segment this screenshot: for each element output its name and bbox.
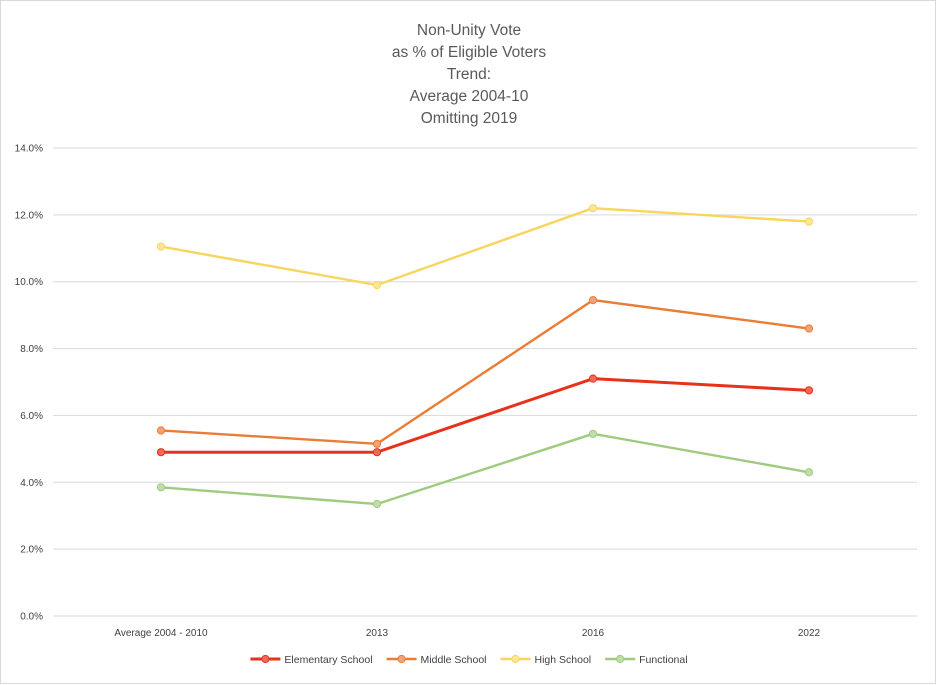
y-tick-label: 12.0% (15, 210, 43, 221)
series-line (159, 206, 811, 287)
data-point (588, 296, 598, 305)
data-point (804, 386, 814, 395)
data-point (804, 468, 814, 477)
series-line (159, 432, 811, 506)
series-high-school (156, 204, 814, 290)
data-point (588, 374, 598, 383)
title-line-3: Trend: (447, 66, 491, 83)
series-functional (156, 429, 814, 509)
x-axis-ticks: Average 2004 - 2010 2013 2016 2022 (114, 628, 820, 639)
legend-item: Middle School (386, 654, 487, 666)
legend-marker (261, 654, 270, 664)
y-tick-label: 14.0% (15, 144, 43, 155)
series-lines (156, 204, 814, 509)
data-point (372, 439, 382, 448)
title-line-2: as % of Eligible Voters (392, 44, 546, 61)
series-line (159, 377, 811, 454)
x-tick-label: Average 2004 - 2010 (114, 628, 208, 639)
legend: Elementary School Middle School High Schoo… (250, 654, 688, 666)
data-point (804, 324, 814, 333)
legend-label: Functional (639, 654, 687, 666)
y-axis-ticks: 0.0% 2.0% 4.0% 6.0% 8.0% 10.0% 12.0% 14.0% (15, 144, 43, 623)
legend-label: High School (535, 654, 592, 666)
gridlines (53, 147, 917, 617)
data-point (372, 499, 382, 509)
legend-marker (397, 654, 406, 664)
data-point (588, 204, 598, 213)
data-point (156, 483, 166, 492)
title-line-1: Non-Unity Vote (417, 22, 521, 39)
x-tick-label: 2013 (366, 628, 389, 639)
data-point (372, 280, 382, 290)
legend-marker (616, 654, 625, 664)
legend-item: Elementary School (250, 654, 373, 666)
x-tick-label: 2016 (582, 628, 605, 639)
data-point (156, 448, 166, 457)
chart-title: Non-Unity Vote as % of Eligible Voters T… (392, 22, 546, 127)
series-middle-school (156, 296, 814, 448)
y-tick-label: 0.0% (20, 612, 43, 623)
data-point (588, 429, 598, 438)
title-line-4: Average 2004-10 (410, 88, 529, 105)
y-tick-label: 6.0% (20, 411, 43, 422)
data-point (804, 217, 814, 226)
legend-marker (511, 654, 520, 664)
legend-item: High School (500, 654, 592, 666)
y-tick-label: 10.0% (15, 277, 43, 288)
series-line (159, 298, 811, 446)
x-tick-label: 2022 (798, 628, 821, 639)
series-elementary-school (156, 374, 814, 457)
data-point (156, 426, 166, 435)
legend-item: Functional (605, 654, 688, 666)
legend-label: Elementary School (284, 654, 372, 666)
y-tick-label: 8.0% (20, 344, 43, 355)
legend-label: Middle School (421, 654, 487, 666)
data-point (372, 448, 382, 457)
title-line-5: Omitting 2019 (421, 110, 518, 127)
data-point (156, 242, 166, 251)
y-tick-label: 4.0% (20, 478, 43, 489)
y-tick-label: 2.0% (20, 545, 43, 556)
